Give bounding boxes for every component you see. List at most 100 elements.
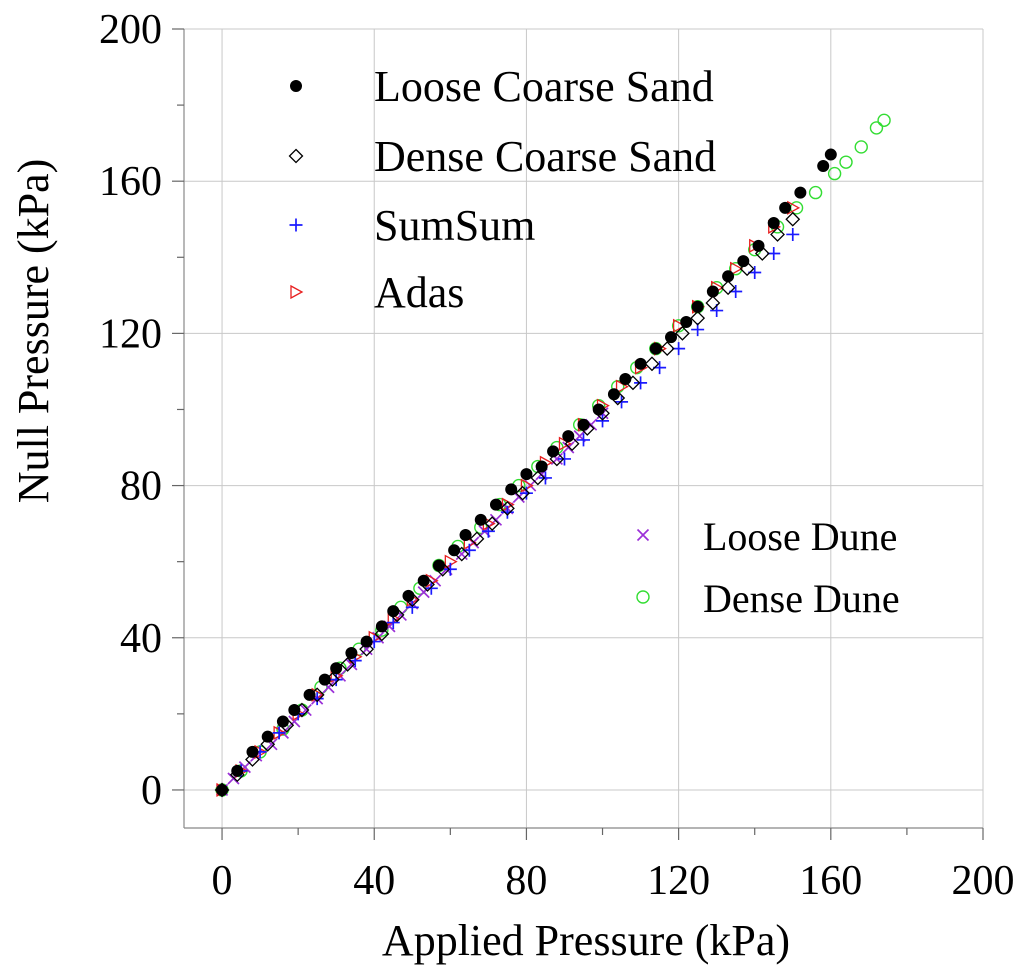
legend-marker — [290, 80, 302, 92]
grid-lines — [184, 28, 984, 828]
data-point — [538, 471, 552, 485]
x-tick-label: 80 — [505, 858, 547, 904]
y-tick-label: 80 — [120, 464, 162, 510]
legend-item: Adas — [290, 268, 464, 317]
data-point — [360, 635, 373, 648]
data-point — [877, 113, 891, 128]
legend-item: Loose Coarse Sand — [290, 62, 714, 111]
data-point — [519, 486, 533, 500]
data-point — [329, 673, 343, 687]
data-point — [261, 730, 274, 743]
data-point — [484, 516, 500, 532]
data-point — [730, 261, 744, 276]
data-point — [634, 376, 648, 390]
data-point — [577, 418, 590, 431]
data-point — [499, 500, 515, 516]
y-tick-label: 120 — [99, 311, 162, 357]
data-point — [535, 460, 548, 473]
data-point — [276, 715, 289, 728]
data-point — [705, 295, 721, 311]
data-point — [562, 430, 575, 443]
data-point — [808, 185, 823, 200]
legend-marker — [636, 590, 650, 604]
data-point — [231, 764, 244, 777]
x-tick-label: 160 — [799, 858, 862, 904]
data-point — [596, 414, 610, 428]
data-point — [592, 403, 605, 416]
y-tick-label: 40 — [120, 616, 162, 662]
data-point — [839, 155, 853, 169]
legend-label: Adas — [374, 268, 464, 317]
axes — [172, 28, 984, 840]
data-point — [359, 641, 375, 657]
legend: Loose Coarse Sand Dense Coarse Sand SumSum… — [288, 62, 900, 621]
data-point — [432, 559, 445, 572]
series-dense-coarse-sand — [214, 211, 801, 798]
data-point — [303, 688, 316, 701]
legend-label: Loose Coarse Sand — [374, 62, 714, 111]
data-point — [779, 201, 792, 214]
data-point — [607, 388, 620, 401]
data-point — [469, 531, 485, 547]
tick-labels: 0 40 80 120 160 200 0 40 80 120 160 200 — [99, 7, 1015, 904]
series-sumsum — [215, 227, 800, 797]
data-point — [634, 357, 647, 370]
data-point — [659, 341, 675, 357]
data-point — [216, 783, 229, 796]
legend-marker — [289, 218, 303, 232]
data-point — [288, 704, 301, 717]
legend-label: Loose Dune — [703, 514, 897, 559]
data-point — [649, 342, 662, 355]
legend-label: Dense Coarse Sand — [374, 132, 716, 181]
data-point — [375, 620, 388, 633]
legend-item: Dense Coarse Sand — [288, 132, 716, 181]
y-tick-label: 0 — [141, 768, 162, 814]
data-points — [214, 113, 891, 798]
y-axis-title: Null Pressure (kPa) — [9, 159, 58, 504]
data-point — [665, 331, 678, 344]
data-point — [680, 315, 693, 328]
data-point — [459, 529, 472, 542]
data-point — [505, 483, 518, 496]
data-point — [706, 285, 719, 298]
x-tick-label: 200 — [952, 858, 1015, 904]
series-loose-coarse-sand — [216, 148, 837, 796]
data-point — [557, 452, 571, 466]
data-point — [443, 562, 457, 576]
data-point — [722, 270, 735, 283]
data-point — [374, 626, 390, 642]
legend-item: Dense Dune — [636, 576, 900, 621]
data-point — [794, 186, 807, 199]
data-point — [720, 280, 736, 296]
data-point — [767, 217, 780, 230]
data-point — [345, 646, 358, 659]
data-point — [424, 581, 438, 595]
data-point — [615, 395, 629, 409]
data-point — [817, 159, 830, 172]
x-tick-label: 0 — [212, 858, 233, 904]
data-point — [387, 605, 400, 618]
data-point — [785, 211, 801, 227]
data-point — [520, 468, 533, 481]
data-point — [619, 373, 632, 386]
data-point — [272, 726, 286, 740]
legend-marker — [288, 148, 304, 164]
data-point — [489, 498, 502, 511]
y-tick-label: 200 — [99, 7, 162, 53]
data-point — [489, 513, 503, 526]
data-point — [770, 227, 785, 242]
data-point — [405, 600, 419, 614]
data-point — [562, 441, 575, 454]
data-point — [869, 121, 884, 135]
data-point — [854, 140, 868, 154]
data-point — [675, 325, 690, 341]
data-point — [500, 505, 514, 519]
data-point — [474, 513, 487, 526]
data-point — [824, 148, 837, 161]
data-point — [530, 470, 546, 486]
legend-marker — [290, 284, 304, 300]
legend-marker — [636, 528, 650, 542]
data-point — [752, 239, 765, 252]
x-axis-title: Applied Pressure (kPa) — [382, 916, 790, 965]
